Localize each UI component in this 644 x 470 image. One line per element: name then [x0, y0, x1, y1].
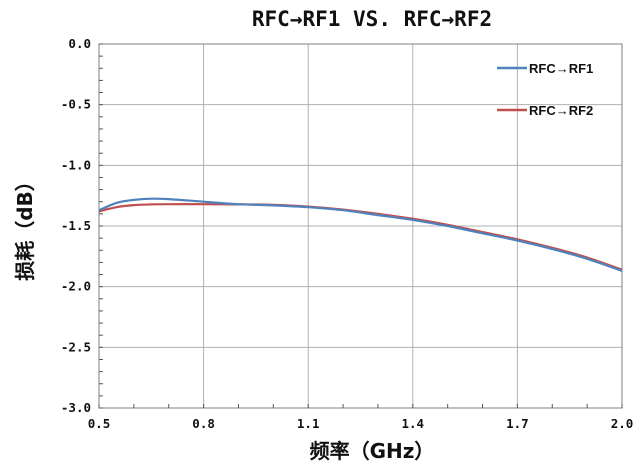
legend: RFC→RF1 RFC→RF2	[497, 61, 593, 118]
series-line-RFC→RF1	[98, 197, 623, 272]
y-tick-label: -1.5	[61, 218, 91, 233]
x-tick-label: 1.1	[297, 416, 320, 431]
x-tick-label: 0.5	[88, 416, 111, 431]
y-tick-label: -2.5	[61, 339, 91, 354]
y-axis-label: 损耗（dB）	[13, 171, 37, 281]
y-axis: 0.0 -0.5 -1.0 -1.5 -2.0 -2.5 -3.0	[61, 36, 103, 415]
chart-title: RFC→RF1 VS. RFC→RF2	[252, 7, 492, 31]
legend-label: RFC→RF1	[529, 61, 593, 76]
x-tick-label: 0.8	[192, 416, 215, 431]
x-axis: 0.5 0.8 1.1 1.4 1.7 2.0	[88, 404, 634, 431]
x-tick-label: 2.0	[611, 416, 634, 431]
x-tick-label: 1.7	[506, 416, 529, 431]
y-tick-label: -3.0	[61, 400, 91, 415]
legend-label: RFC→RF2	[529, 103, 593, 118]
x-axis-label: 频率（GHz）	[310, 439, 435, 463]
y-tick-label: -2.0	[61, 279, 91, 294]
y-tick-label: -0.5	[61, 97, 91, 112]
series-line-RFC→RF2	[98, 203, 623, 271]
series-lines	[98, 197, 623, 272]
grid	[98, 43, 623, 409]
x-tick-label: 1.4	[402, 416, 425, 431]
y-tick-label: 0.0	[68, 36, 91, 51]
y-tick-label: -1.0	[61, 157, 91, 172]
